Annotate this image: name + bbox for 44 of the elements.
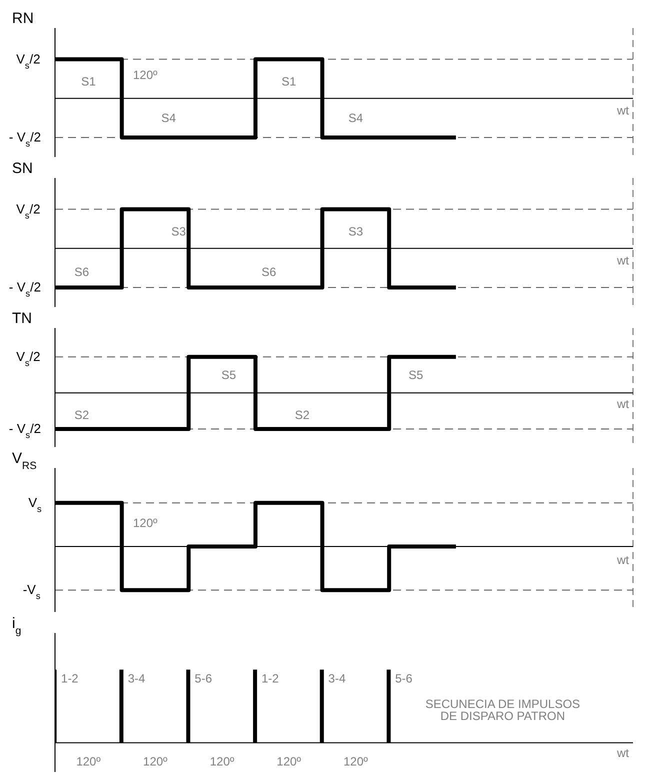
- annotation: V$_{s}$/2: [16, 201, 40, 220]
- annotation: S6: [74, 265, 90, 280]
- annotation: S3: [348, 224, 364, 238]
- text: wt: [616, 253, 630, 268]
- annotation: S6: [261, 265, 276, 280]
- text: 120º: [276, 754, 302, 768]
- annotation: -V$_{s}$: [22, 582, 41, 602]
- text: SECUNECIA DE IMPULSOS DE DISPARO PATRON: [425, 697, 580, 724]
- annotation: 120º: [133, 516, 158, 530]
- y-axis-title: SN: [12, 160, 33, 177]
- annotation: S2: [74, 408, 90, 422]
- annotation: S4: [161, 111, 176, 126]
- text: 120º: [143, 754, 168, 768]
- annotation: - V$_{s}$/2: [8, 279, 41, 298]
- annotation: - V$_{s}$/2: [8, 420, 41, 440]
- y-axis-title: RN: [12, 10, 34, 27]
- annotation: - V$_{s}$/2: [8, 129, 41, 148]
- annotation: 5-6: [395, 672, 413, 686]
- y-axis-title: TN: [12, 310, 32, 327]
- y-axis-title: i$_{g}$: [12, 615, 22, 637]
- annotation: V$_{s}$: [28, 494, 42, 514]
- annotation: 120º: [133, 68, 158, 82]
- annotation: S3: [171, 224, 186, 238]
- annotation: 3-4: [328, 672, 346, 686]
- annotation: V$_{s}$/2: [16, 51, 40, 70]
- annotation: 1-2: [261, 672, 280, 686]
- annotation: 5-6: [194, 672, 212, 686]
- annotation: S1: [282, 74, 297, 88]
- text: 120º: [210, 754, 235, 768]
- text: 120º: [343, 754, 369, 768]
- y-axis-title: V$_{RS}$: [12, 450, 37, 472]
- text: wt: [616, 746, 630, 760]
- annotation: V$_{s}$/2: [16, 348, 40, 368]
- text: 120º: [76, 754, 102, 768]
- annotation: 1-2: [61, 672, 79, 686]
- text: wt: [616, 396, 630, 411]
- annotation: S1: [81, 74, 96, 88]
- annotation: S5: [221, 368, 236, 382]
- text: wt: [616, 103, 630, 118]
- annotation: S4: [348, 111, 364, 126]
- annotation: S5: [408, 368, 424, 382]
- annotation: 3-4: [128, 672, 146, 686]
- text: wt: [616, 552, 630, 567]
- annotation: S2: [294, 408, 310, 422]
